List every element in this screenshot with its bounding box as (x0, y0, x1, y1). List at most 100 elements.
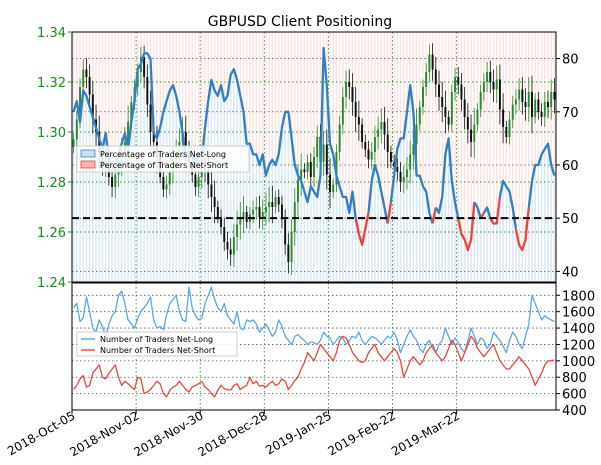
bottom-legend-box (76, 331, 238, 357)
price-axis-ticks: 1.24 1.26 1.28 1.30 1.32 1.34 (37, 26, 72, 291)
price-tick-label: 1.26 (37, 226, 66, 241)
candle-body (210, 184, 213, 197)
candle-body (463, 99, 466, 117)
net-short-percentage-line (514, 207, 530, 252)
candle-body (540, 112, 543, 117)
candle-body (514, 99, 517, 105)
candle-body (402, 177, 405, 182)
candle-body (383, 122, 386, 135)
candle-body (447, 117, 450, 125)
candle-body (143, 57, 146, 77)
candle-body (486, 72, 489, 82)
candle-body (457, 77, 460, 85)
net-long-percentage-line (527, 142, 556, 208)
candle-body (252, 209, 255, 215)
candle-body (207, 169, 210, 185)
candle-body (114, 174, 117, 187)
candle-body (505, 127, 508, 137)
candle-body (412, 144, 415, 155)
count-tick-label: 1200 (562, 338, 595, 353)
candle-body (255, 207, 258, 210)
net-long-percentage-line (482, 206, 492, 219)
percent-tick-label: 40 (562, 265, 579, 280)
chart-title: GBPUSD Client Positioning (208, 14, 392, 30)
candle-body (287, 244, 290, 262)
candle-body (508, 119, 511, 137)
date-tick-label: 2019-Feb-22 (325, 408, 398, 458)
candle-body (130, 102, 133, 122)
top-panel: 1.24 1.26 1.28 1.30 1.32 1.34 40 50 60 70 80 Perc… (37, 26, 579, 291)
candle-body (79, 87, 82, 120)
date-tick-label: 2018-Dec-28 (196, 408, 270, 459)
count-tick-label: 1400 (562, 322, 595, 337)
candle-body (168, 172, 171, 185)
candle-body (111, 177, 114, 187)
candle-body (364, 142, 367, 150)
bottom-legend: Number of Traders Net-Long Number of Tra… (76, 331, 238, 357)
net-short-percentage-line (386, 202, 393, 224)
net-long-percentage-line (367, 163, 389, 224)
candle-body (348, 82, 351, 87)
price-tick-label: 1.34 (37, 26, 66, 41)
candle-body (309, 162, 312, 177)
count-tick-label: 400 (562, 404, 587, 419)
candle-body (216, 207, 219, 217)
candle-body (149, 104, 152, 132)
candle-body (441, 97, 444, 107)
net-long-percentage-line (389, 84, 434, 224)
candle-body (284, 219, 287, 245)
candle-body (492, 82, 495, 90)
legend-label-count-long: Number of Traders Net-Long (100, 335, 213, 344)
candle-body (274, 197, 277, 207)
candle-body (495, 79, 498, 90)
candle-body (296, 179, 299, 202)
candle-body (258, 207, 261, 217)
candle-body (553, 92, 556, 100)
count-tick-label: 800 (562, 371, 587, 386)
candle-body (91, 94, 94, 120)
candle-body (322, 144, 325, 162)
candle-body (261, 212, 264, 217)
candle-body (236, 224, 239, 237)
top-legend-box (76, 145, 250, 173)
candle-body (393, 162, 396, 167)
candle-body (476, 109, 479, 125)
candle-body (470, 129, 473, 142)
date-tick-label: 2018-Oct-05 (5, 408, 77, 458)
candle-body (482, 82, 485, 92)
candle-body (524, 102, 527, 107)
candle-body (184, 132, 187, 147)
date-tick-label: 2019-Mar-22 (389, 408, 462, 458)
candle-body (88, 77, 91, 95)
net-short-percentage-line (354, 212, 370, 246)
candle-body (534, 99, 537, 117)
candle-body (338, 124, 341, 152)
candle-body (152, 132, 155, 142)
price-tick-label: 1.32 (37, 76, 66, 91)
candle-body (380, 122, 383, 130)
candle-body (277, 197, 280, 205)
legend-swatch-net-short (80, 160, 96, 169)
candle-body (537, 99, 540, 112)
candle-body (421, 87, 424, 107)
candle-body (271, 202, 274, 207)
candle-body (316, 137, 319, 157)
percent-axis-ticks: 40 50 60 70 80 (556, 53, 579, 280)
candle-body (351, 87, 354, 102)
candle-body (521, 89, 524, 102)
candle-body (405, 169, 408, 177)
candle-body (345, 82, 348, 97)
count-tick-label: 1800 (562, 289, 595, 304)
candle-body (409, 154, 412, 170)
legend-label-count-short: Number of Traders Net-Short (100, 346, 215, 355)
candle-body (396, 167, 399, 172)
candle-body (370, 152, 373, 160)
top-legend: Percentage of Traders Net-Long Percentag… (76, 145, 250, 173)
candle-body (85, 69, 88, 77)
percent-tick-label: 70 (562, 106, 579, 121)
trader-count-lines (73, 286, 555, 398)
candle-body (242, 212, 245, 217)
price-tick-label: 1.24 (37, 276, 66, 291)
net-long-percentage-line (473, 201, 482, 219)
candle-body (223, 227, 226, 242)
